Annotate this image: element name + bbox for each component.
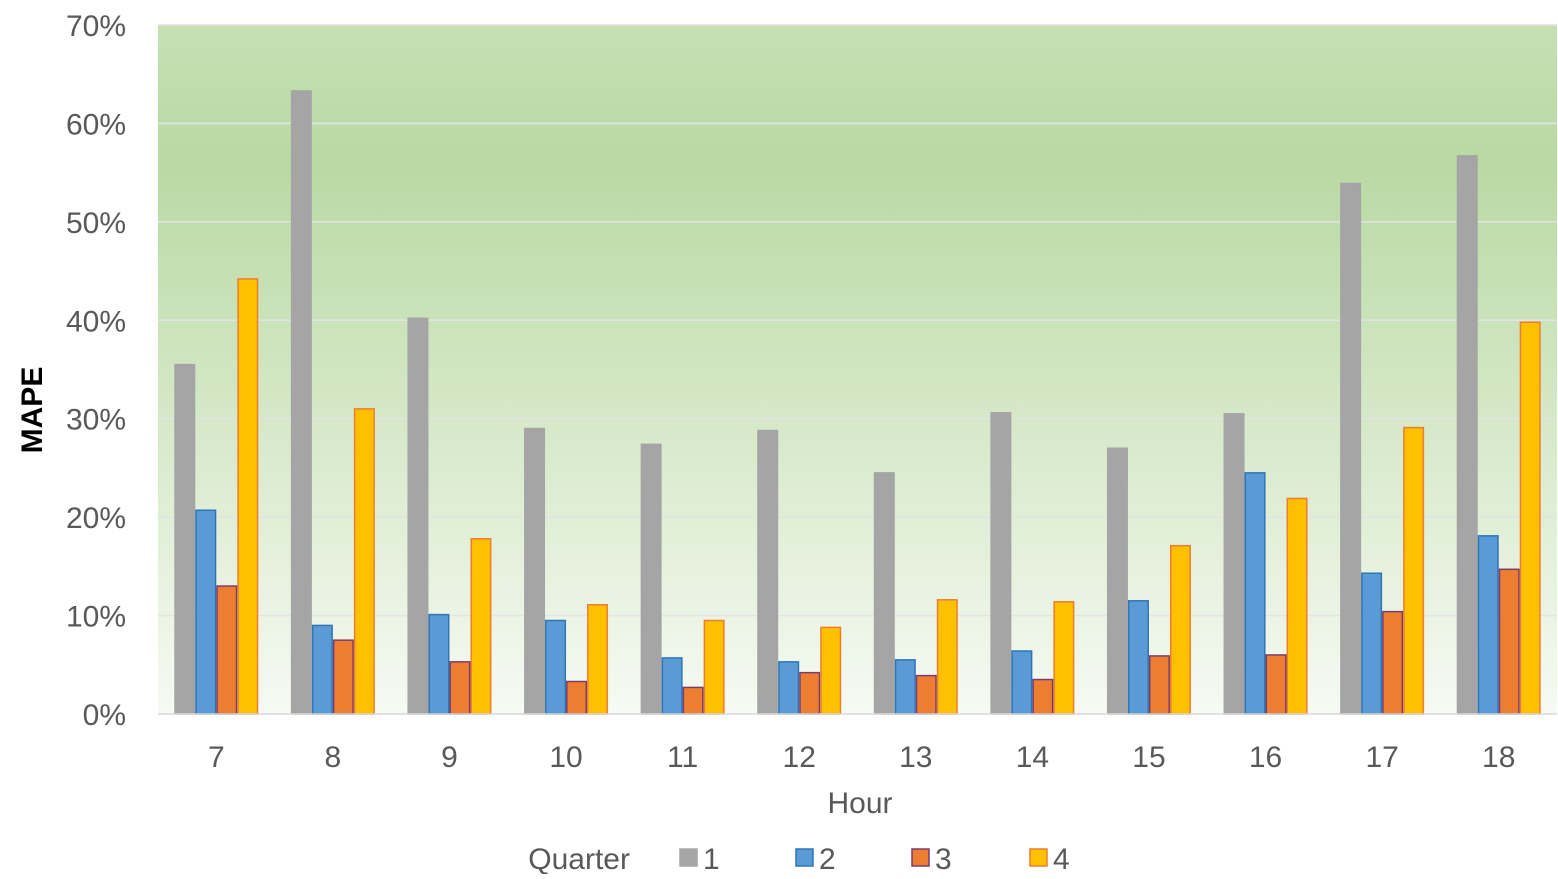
bar-q4-hour-13 [936,599,958,715]
bar-q2-hour-13 [894,659,916,715]
bar-q3-hour-12 [799,671,821,715]
bar-q1-hour-7 [174,363,196,715]
bar-q2-hour-9 [428,613,450,715]
bar-q1-hour-18 [1456,155,1478,715]
bar-q2-hour-15 [1127,600,1149,715]
bar-q4-hour-16 [1286,497,1308,715]
bar-q2-hour-7 [195,509,217,715]
bar-q1-hour-11 [640,443,662,715]
x-tick-label: 17 [1365,741,1398,774]
x-tick-label: 18 [1482,741,1515,774]
y-axis-ticks: 0% 10% 20% 30% 40% 50% 60% 70% [66,10,126,732]
y-tick-label: 0% [83,699,126,732]
bar-q1-hour-8 [290,90,312,715]
bar-q2-hour-16 [1244,472,1266,715]
bar-q2-hour-14 [1011,650,1033,715]
bar-q2-hour-17 [1361,572,1383,715]
legend-swatch-1 [679,848,698,867]
bar-q4-hour-15 [1169,544,1191,715]
bar-q1-hour-13 [873,472,895,715]
gridlines [158,24,1557,617]
bar-q4-hour-18 [1519,321,1541,715]
x-tick-label: 12 [783,741,816,774]
bar-q3-hour-18 [1498,568,1520,715]
x-tick-label: 10 [549,741,582,774]
bar-q3-hour-14 [1032,678,1054,715]
bar-q1-hour-9 [407,317,429,715]
bar-q3-hour-16 [1265,654,1287,715]
bar-q4-hour-10 [587,603,609,715]
y-tick-label: 50% [66,207,126,240]
legend: Quarter 1 2 3 4 [528,843,1070,876]
x-tick-label: 7 [208,741,225,774]
bar-q1-hour-15 [1106,447,1128,715]
legend-swatch-4 [1029,848,1048,867]
bar-q3-hour-15 [1148,655,1170,715]
x-axis-ticks: 7 8 9 10 11 12 13 14 15 16 17 18 [208,741,1515,774]
x-tick-label: 15 [1132,741,1165,774]
bar-q3-hour-13 [915,674,937,715]
plot-area [158,25,1557,714]
bar-q3-hour-17 [1382,610,1404,715]
bar-q4-hour-7 [237,278,259,715]
legend-title: Quarter [528,843,630,874]
y-tick-label: 40% [66,305,126,338]
bar-q4-hour-11 [703,619,725,715]
legend-label-3: 3 [935,843,952,874]
bar-q1-hour-16 [1223,413,1245,715]
x-tick-label: 8 [325,741,342,774]
bar-q1-hour-12 [757,429,779,715]
y-axis-label: MAPE [16,367,49,454]
bar-q3-hour-9 [449,661,471,715]
bar-q4-hour-8 [353,408,375,715]
bar-q2-hour-11 [661,657,683,715]
y-tick-label: 20% [66,502,126,535]
bar-q1-hour-17 [1340,182,1362,715]
bar-q2-hour-10 [545,619,567,715]
bar-q2-hour-8 [311,624,333,715]
bar-q3-hour-11 [682,686,704,715]
bar-q1-hour-14 [990,412,1012,715]
x-tick-label: 9 [441,741,458,774]
bar-q2-hour-18 [1477,535,1499,715]
y-tick-label: 10% [66,601,126,634]
legend-label-4: 4 [1053,843,1070,874]
x-tick-label: 14 [1016,741,1049,774]
x-axis-label: Hour [827,787,892,820]
x-tick-label: 11 [667,741,698,774]
bar-q1-hour-10 [524,427,546,715]
bar-q3-hour-10 [566,680,588,715]
bar-q2-hour-12 [778,661,800,715]
bar-q3-hour-7 [216,585,238,715]
legend-label-2: 2 [819,843,836,874]
x-tick-label: 13 [899,741,932,774]
legend-swatch-3 [911,848,930,867]
bar-q4-hour-17 [1403,426,1425,715]
legend-swatch-2 [795,848,814,867]
bar-q4-hour-14 [1053,601,1075,715]
bar-q4-hour-9 [470,538,492,715]
y-tick-label: 60% [66,108,126,141]
bars [174,90,1541,715]
legend-label-1: 1 [703,843,720,874]
bar-q3-hour-8 [332,639,354,715]
y-tick-label: 30% [66,404,126,437]
bar-q4-hour-12 [820,626,842,715]
x-tick-label: 16 [1249,741,1282,774]
y-tick-label: 70% [66,10,126,43]
